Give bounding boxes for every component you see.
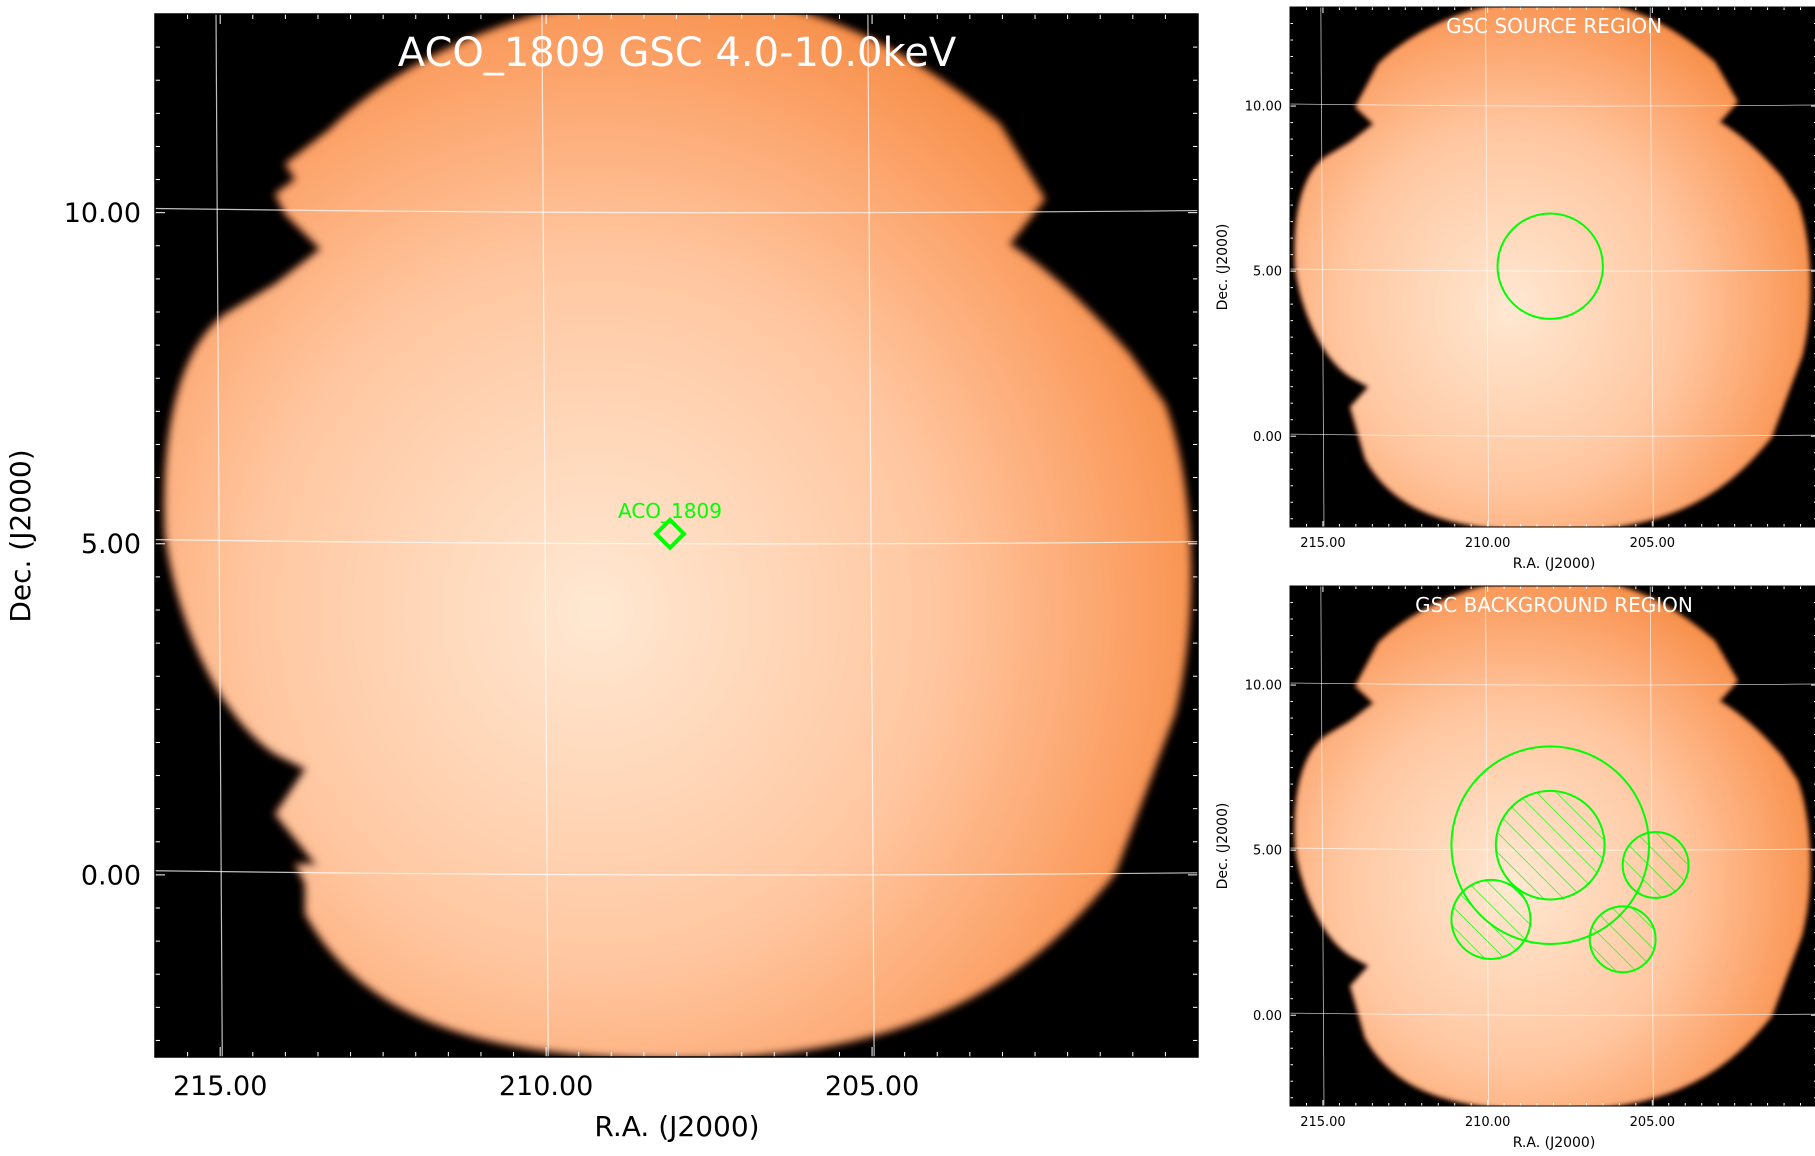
- y-axis-title: Dec. (J2000): [4, 449, 37, 622]
- main-title: ACO_1809 GSC 4.0-10.0keV: [398, 30, 957, 76]
- dec-grid-line: [1289, 682, 1815, 686]
- panel-title: GSC BACKGROUND REGION: [1415, 593, 1693, 617]
- y-tick-label: 10.00: [64, 198, 141, 229]
- ra-grid-line: [1485, 585, 1490, 1107]
- y-axis-title: Dec. (J2000): [1215, 803, 1231, 890]
- x-tick-label: 210.00: [499, 1071, 593, 1102]
- x-tick-label: 205.00: [825, 1071, 919, 1102]
- x-tick-label: 205.00: [1630, 1115, 1676, 1130]
- excluded-region-circle: [1621, 831, 1690, 899]
- ra-grid-line: [541, 13, 549, 1058]
- y-tick-label: 0.00: [1253, 430, 1282, 445]
- x-tick-label: 215.00: [1300, 1115, 1346, 1130]
- ra-grid-line: [1649, 6, 1654, 528]
- x-tick-labels: 215.00 210.00 205.00: [173, 1071, 919, 1102]
- x-tick-labels: 215.00 210.00 205.00: [1300, 1115, 1675, 1130]
- y-tick-label: 0.00: [81, 860, 141, 891]
- source-regions: [1496, 212, 1604, 320]
- excluded-region-circle: [1450, 878, 1532, 960]
- source-marker-label: ACO_1809: [618, 499, 722, 523]
- x-tick-label: 215.00: [1300, 536, 1346, 551]
- x-axis-title: R.A. (J2000): [1513, 556, 1596, 572]
- y-tick-label: 10.00: [1245, 100, 1282, 115]
- x-tick-label: 205.00: [1630, 536, 1676, 551]
- y-tick-labels: 0.00 5.00 10.00: [1245, 100, 1282, 445]
- main-image-panel: ACO_1809 GSC 4.0-10.0keV ACO_1809 215.00…: [4, 13, 1199, 1143]
- plot-frame: [1289, 6, 1815, 528]
- ra-grid-line: [1320, 585, 1325, 1107]
- dec-grid-line: [154, 207, 1199, 214]
- coordinate-grid: [1289, 6, 1815, 528]
- y-tick-label: 10.00: [1245, 679, 1282, 694]
- ra-grid-line: [1485, 6, 1490, 528]
- dec-grid-line: [1289, 433, 1815, 437]
- y-tick-label: 5.00: [1253, 844, 1282, 859]
- plot-frame: [154, 13, 1199, 1058]
- x-tick-label: 215.00: [173, 1071, 267, 1102]
- ra-grid-line: [215, 13, 223, 1058]
- ra-grid-line: [867, 13, 875, 1058]
- y-axis-title: Dec. (J2000): [1215, 224, 1231, 311]
- x-tick-label: 210.00: [1465, 536, 1511, 551]
- y-tick-labels: 0.00 5.00 10.00: [64, 198, 141, 891]
- x-tick-label: 210.00: [1465, 1115, 1511, 1130]
- exposure-map: [1293, 7, 1812, 527]
- background-region-panel: GSC BACKGROUND REGION 215.00 210.00 205.00…: [1215, 585, 1815, 1151]
- dec-grid-line: [1289, 268, 1815, 272]
- region-circle: [1496, 212, 1604, 320]
- excluded-region-circle: [1588, 905, 1657, 974]
- x-axis-title: R.A. (J2000): [594, 1110, 759, 1143]
- y-tick-label: 0.00: [1253, 1009, 1282, 1024]
- source-diamond-marker: [653, 517, 687, 551]
- excluded-region-circle: [1494, 789, 1606, 901]
- source-region-panel: GSC SOURCE REGION 215.00 210.00 205.00 0.0…: [1215, 6, 1815, 572]
- x-tick-labels: 215.00 210.00 205.00: [1300, 536, 1675, 551]
- source-markers: ACO_1809: [618, 499, 722, 551]
- dec-grid-line: [154, 870, 1199, 876]
- dec-grid-line: [1289, 1012, 1815, 1016]
- x-axis-title: R.A. (J2000): [1513, 1135, 1596, 1151]
- y-tick-labels: 0.00 5.00 10.00: [1245, 679, 1282, 1024]
- background-regions: [1450, 745, 1690, 974]
- exposure-map: [162, 14, 1193, 1057]
- coordinate-grid: [1289, 585, 1815, 1107]
- panel-title: GSC SOURCE REGION: [1446, 14, 1662, 38]
- dec-grid-line: [1289, 103, 1815, 107]
- y-tick-label: 5.00: [1253, 265, 1282, 280]
- ra-grid-line: [1320, 6, 1325, 528]
- plot-frame: [1289, 585, 1815, 1107]
- y-tick-label: 5.00: [81, 529, 141, 560]
